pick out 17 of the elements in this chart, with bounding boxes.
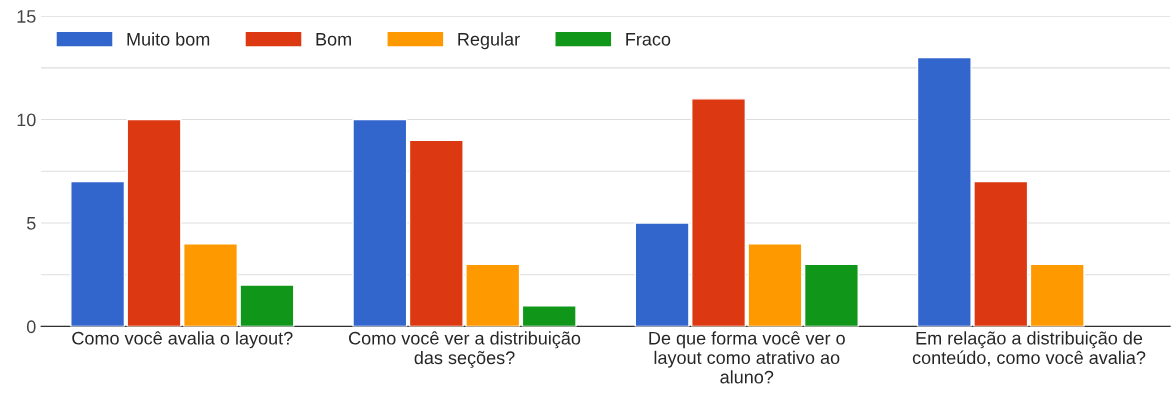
x-tick-label: De que forma você ver o layout como atrativo ao aluno? bbox=[649, 331, 845, 384]
bar bbox=[1029, 263, 1085, 327]
legend-label: Fraco bbox=[626, 33, 671, 46]
legend-label: Regular bbox=[458, 32, 520, 50]
x-tick-label: Em relação a distribuição de conteúdo, como você avalia? bbox=[912, 331, 1146, 367]
y-tick-label: 15 bbox=[17, 10, 36, 23]
legend-label: Bom bbox=[316, 33, 351, 46]
bar bbox=[70, 180, 126, 327]
bar bbox=[521, 305, 577, 327]
y-tick-label: 10 bbox=[17, 113, 36, 127]
legend-label: Muito bom bbox=[127, 32, 210, 46]
y-tick-label: 0 bbox=[26, 320, 36, 334]
y-tick-label: 5 bbox=[26, 217, 36, 230]
x-tick-label: Como você avalia o layout? bbox=[72, 331, 293, 349]
x-tick-label: Como você ver a distribuição das seções? bbox=[349, 331, 581, 368]
bar bbox=[352, 118, 408, 327]
bar bbox=[803, 263, 859, 327]
